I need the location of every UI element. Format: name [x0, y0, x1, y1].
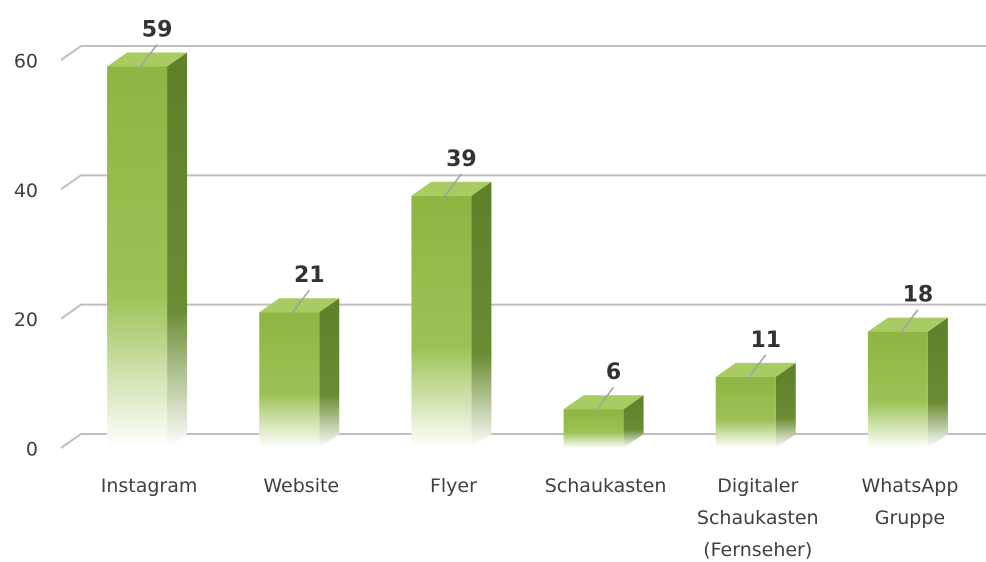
y-tick-label: 40	[14, 180, 38, 202]
bar-front	[259, 312, 320, 448]
value-label: 6	[606, 360, 621, 385]
grid-line	[60, 174, 986, 191]
bar-side	[775, 362, 796, 448]
bar-side	[471, 181, 492, 449]
leader-line	[138, 44, 158, 69]
bar-front	[411, 195, 472, 448]
x-tick-label: Website	[263, 475, 339, 497]
bar	[107, 52, 188, 448]
bar	[715, 362, 796, 448]
value-label: 21	[294, 263, 325, 288]
bar-front	[867, 331, 928, 448]
x-tick-label: Schaukasten	[545, 475, 667, 497]
value-label: 39	[446, 147, 477, 172]
bar-top	[107, 52, 188, 67]
x-tick-label: Flyer	[430, 475, 477, 497]
bar-front	[107, 66, 168, 448]
bar-side	[319, 298, 340, 448]
bar	[867, 317, 948, 448]
bar-side	[927, 317, 948, 448]
y-tick-label: 60	[14, 51, 38, 73]
bar-top	[715, 362, 796, 377]
leader-line	[442, 173, 463, 199]
leader-line	[290, 289, 310, 315]
grid-line	[60, 433, 986, 449]
leader-line	[899, 309, 919, 335]
bar-top	[259, 298, 340, 313]
leader-line	[747, 354, 767, 380]
grid-line	[60, 303, 986, 320]
bar-side	[623, 395, 644, 448]
bar-top	[563, 395, 644, 410]
x-tick-label: Instagram	[101, 475, 198, 497]
value-label: 18	[903, 283, 934, 308]
value-label: 59	[142, 17, 173, 42]
grid-line	[60, 45, 986, 61]
x-tick-label: WhatsApp Gruppe	[861, 475, 958, 529]
bar-top	[411, 181, 492, 196]
bar	[563, 395, 644, 448]
value-label: 11	[750, 328, 781, 353]
y-tick-label: 0	[26, 439, 38, 461]
bar	[259, 298, 340, 448]
bar	[411, 181, 492, 449]
x-tick-label: Digitaler Schaukasten (Fernseher)	[697, 475, 819, 561]
bar-side	[167, 52, 188, 448]
leader-line	[594, 386, 615, 412]
y-tick-label: 20	[14, 309, 38, 331]
bar-front	[563, 409, 624, 448]
bar-top	[867, 317, 948, 332]
bar-front	[715, 376, 776, 448]
